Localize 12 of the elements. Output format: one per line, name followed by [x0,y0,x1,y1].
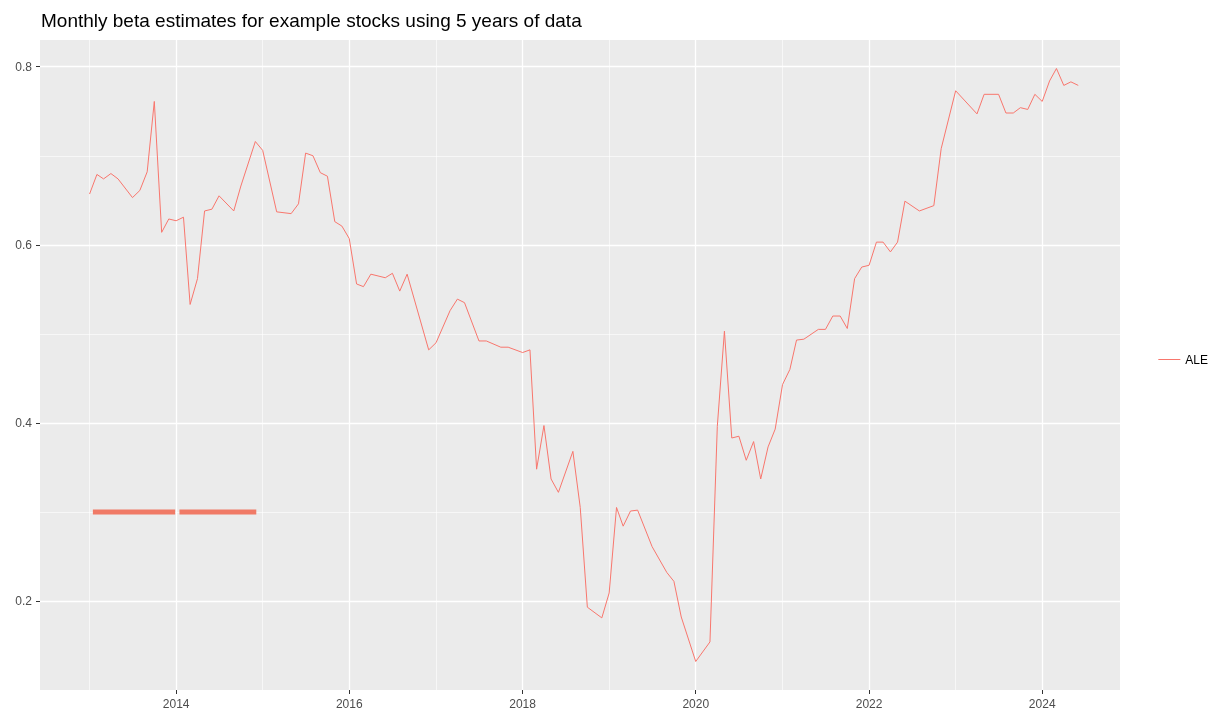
y-tick-label: 0.8 [15,59,33,74]
y-tick-label: 0.4 [15,415,33,430]
x-tick-label: 2016 [335,697,363,711]
x-tick-label: 2014 [162,697,190,711]
y-tick-label: 0.2 [15,593,33,608]
x-tick-label: 2022 [855,697,883,711]
legend-label: ALE [1185,352,1209,367]
chart-title: Monthly beta estimates for example stocks using 5 years of data [41,10,583,31]
y-tick-label: 0.6 [15,237,33,252]
x-tick-label: 2020 [682,697,710,711]
x-tick-label: 2024 [1028,697,1056,711]
x-tick-label: 2018 [509,697,537,711]
